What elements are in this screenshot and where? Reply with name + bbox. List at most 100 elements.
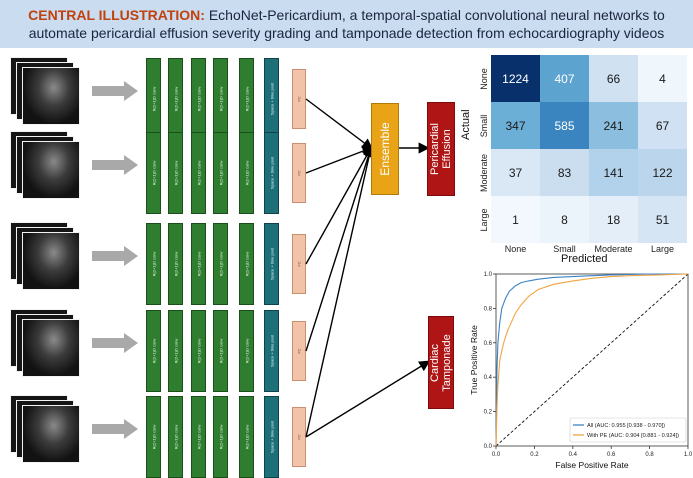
roc-y-tick-label: 0.4 <box>484 375 493 381</box>
conv-block-label: R(2+1)D conv <box>173 424 178 450</box>
conv-block-label: R(2+1)D conv <box>244 160 249 186</box>
conv-block: R(2+1)D conv <box>168 132 183 214</box>
conv-block: R(2+1)D conv <box>191 58 206 140</box>
conv-block: R(2+1)D conv <box>146 310 161 392</box>
cm-col-label: None <box>504 244 527 254</box>
conv-block-label: R(2+1)D conv <box>151 86 156 112</box>
pool-block-label: Space + time pool <box>269 420 274 454</box>
cm-cell: 585 <box>540 102 589 149</box>
conv-block-label: R(2+1)D conv <box>151 424 156 450</box>
ensemble-block: Ensemble <box>371 103 399 195</box>
pool-block-label: Space + time pool <box>269 334 274 368</box>
fc-to-ensemble-arrow <box>305 145 374 174</box>
conv-block: R(2+1)D conv <box>213 396 228 478</box>
fc-block: FC <box>292 234 306 294</box>
echo-video-frame <box>22 319 80 377</box>
title-text-1: EchoNet-Pericardium, a temporal-spatial … <box>208 7 665 23</box>
conv-block-label: R(2+1)D conv <box>196 86 201 112</box>
input-arrow-icon <box>92 81 138 101</box>
conv-block: R(2+1)D conv <box>168 223 183 305</box>
cm-cell: 4 <box>638 55 687 102</box>
conv-block: R(2+1)D conv <box>239 58 254 140</box>
conv-block-label: R(2+1)D conv <box>196 424 201 450</box>
conv-block: R(2+1)D conv <box>146 396 161 478</box>
cm-cell: 37 <box>491 149 540 196</box>
pool-block: Space + time pool <box>264 396 279 478</box>
cardiac-tamponade-label: Cardiac Tamponade <box>429 333 453 392</box>
roc-x-tick-label: 0.4 <box>569 452 578 458</box>
roc-line-all <box>495 273 688 447</box>
cm-cell: 67 <box>638 102 687 149</box>
conv-block: R(2+1)D conv <box>239 310 254 392</box>
title-line-1: CENTRAL ILLUSTRATION: EchoNet-Pericardiu… <box>0 7 693 24</box>
conv-block-label: R(2+1)D conv <box>173 251 178 277</box>
roc-legend-label: With PE (AUC: 0.904 [0.881 - 0.924]) <box>587 433 679 439</box>
cm-cell: 1 <box>491 196 540 243</box>
conv-block-label: R(2+1)D conv <box>173 86 178 112</box>
roc-y-tick-label: 0.6 <box>484 341 493 347</box>
roc-x-tick-label: 1.0 <box>684 452 693 458</box>
roc-ylabel: True Positive Rate <box>469 325 479 395</box>
cm-cell: 241 <box>589 102 638 149</box>
cardiac-tamponade-output: Cardiac Tamponade <box>428 316 454 409</box>
fc-block-label: FC <box>296 261 302 267</box>
conv-block: R(2+1)D conv <box>213 310 228 392</box>
conv-block: R(2+1)D conv <box>239 132 254 214</box>
roc-x-tick-label: 0.6 <box>607 452 616 458</box>
conv-block-label: R(2+1)D conv <box>218 338 223 364</box>
input-arrow-icon <box>92 333 138 353</box>
conv-block: R(2+1)D conv <box>239 396 254 478</box>
conv-block: R(2+1)D conv <box>191 132 206 214</box>
conv-block-label: R(2+1)D conv <box>196 160 201 186</box>
input-arrow-icon <box>92 246 138 266</box>
conv-block: R(2+1)D conv <box>191 396 206 478</box>
roc-legend <box>569 417 687 443</box>
conv-block-label: R(2+1)D conv <box>244 338 249 364</box>
cm-cell: 8 <box>540 196 589 243</box>
ensemble-label: Ensemble <box>378 122 392 176</box>
conv-block: R(2+1)D conv <box>146 58 161 140</box>
title-banner <box>0 0 693 48</box>
pool-block-label: Space + time pool <box>269 82 274 116</box>
fc-to-ensemble-arrow <box>305 145 375 438</box>
cm-cell: 83 <box>540 149 589 196</box>
echo-video-frame <box>22 67 80 125</box>
fc-to-ensemble-arrow <box>305 145 374 352</box>
cm-col-label: Small <box>553 244 576 254</box>
cm-cell: 51 <box>638 196 687 243</box>
conv-block-label: R(2+1)D conv <box>244 251 249 277</box>
conv-block-label: R(2+1)D conv <box>173 338 178 364</box>
conv-block-label: R(2+1)D conv <box>218 86 223 112</box>
cm-col-label: Large <box>650 244 675 254</box>
roc-chance-line <box>495 273 689 447</box>
confusion-matrix: 1224 407 66 4 347 585 241 67 37 83 141 122 1 8 18 51 <box>491 55 687 243</box>
pool-block-label: Space + time pool <box>269 156 274 190</box>
cm-row-label: Small <box>479 114 489 137</box>
pool-block: Space + time pool <box>264 223 279 305</box>
roc-x-tick-label: 0.0 <box>492 452 501 458</box>
roc-y-tick-label: 1.0 <box>484 272 493 278</box>
roc-y-tick-label: 0.8 <box>484 306 493 312</box>
conv-block: R(2+1)D conv <box>168 396 183 478</box>
pool-block: Space + time pool <box>264 58 279 140</box>
pool-block-label: Space + time pool <box>269 247 274 281</box>
fc-block: FC <box>292 407 306 467</box>
conv-block-label: R(2+1)D conv <box>244 86 249 112</box>
roc-x-tick-label: 0.8 <box>645 452 654 458</box>
conv-block-label: R(2+1)D conv <box>151 338 156 364</box>
conv-block-label: R(2+1)D conv <box>218 424 223 450</box>
conv-block-label: R(2+1)D conv <box>173 160 178 186</box>
roc-y-tick-label: 0.2 <box>484 410 493 416</box>
conv-block-label: R(2+1)D conv <box>151 251 156 277</box>
pool-block: Space + time pool <box>264 310 279 392</box>
echo-video-frame <box>22 232 80 290</box>
cm-cell: 1224 <box>491 55 540 102</box>
echo-video-frame <box>22 141 80 199</box>
cm-cell: 407 <box>540 55 589 102</box>
conv-block: R(2+1)D conv <box>168 58 183 140</box>
fc-block-label: FC <box>296 434 302 440</box>
cm-ylabel: Actual <box>460 109 472 140</box>
cm-cell: 141 <box>589 149 638 196</box>
pericardial-effusion-output: Pericardial Effusion <box>427 102 455 196</box>
conv-block-label: R(2+1)D conv <box>196 338 201 364</box>
